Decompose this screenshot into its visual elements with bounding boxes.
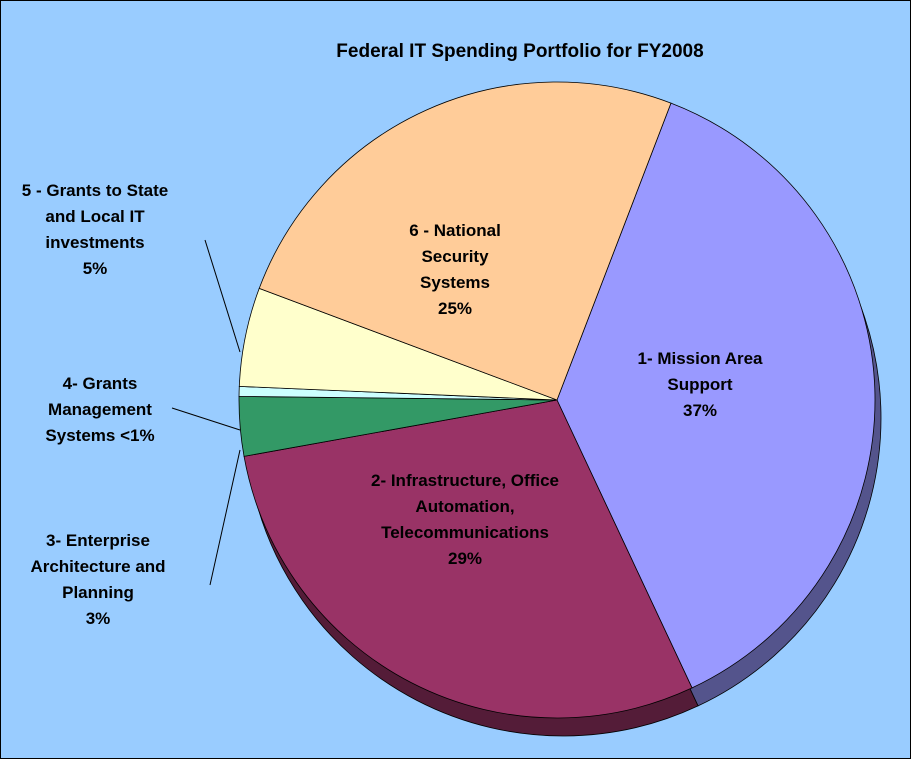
- chart-title: Federal IT Spending Portfolio for FY2008: [336, 41, 703, 62]
- category-label: 2- Infrastructure, Office Automation, Te…: [371, 471, 559, 542]
- value-label: 37%: [682, 401, 718, 420]
- value-label: 3%: [85, 609, 111, 628]
- category-label: 3- Enterprise Architecture and Planning: [30, 531, 166, 602]
- slice-label: 3- Enterprise Architecture and Planning 3…: [28, 528, 168, 632]
- slice-label: 2- Infrastructure, Office Automation, Te…: [350, 468, 580, 572]
- category-label: 6 - National Security Systems: [409, 221, 501, 292]
- value-label: 5%: [82, 259, 108, 278]
- slice-label: 1- Mission Area Support 37%: [620, 346, 780, 424]
- leader-line: [204, 239, 241, 353]
- slice: [556, 102, 876, 689]
- leader-line: [209, 449, 241, 586]
- slice-label: 5 - Grants to State and Local IT investm…: [5, 178, 185, 282]
- category-label: 4- Grants Management Systems: [45, 374, 152, 445]
- value-label: <1%: [120, 426, 155, 445]
- category-label: 5 - Grants to State and Local IT investm…: [21, 181, 169, 252]
- category-label: 1- Mission Area Support: [637, 349, 763, 394]
- slice: [258, 81, 672, 401]
- slice-label: 6 - National Security Systems 25%: [395, 218, 515, 322]
- slice-label: 4- Grants Management Systems <1%: [30, 371, 170, 449]
- value-label: 25%: [437, 299, 473, 318]
- leader-line: [171, 407, 241, 431]
- slice: [243, 399, 693, 719]
- value-label: 29%: [447, 549, 483, 568]
